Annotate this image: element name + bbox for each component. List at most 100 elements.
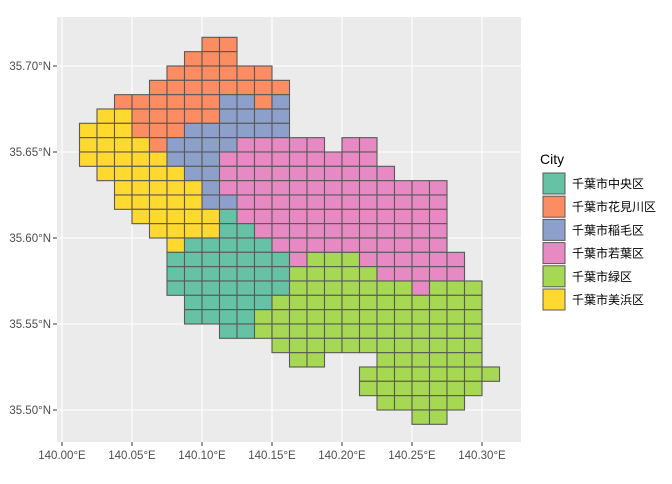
mesh-cell <box>428 194 448 210</box>
mesh-cell <box>253 180 273 196</box>
mesh-cell <box>131 94 151 110</box>
mesh-cell <box>183 137 203 153</box>
mesh-cell <box>341 208 361 225</box>
mesh-cell <box>428 337 448 354</box>
mesh-cell <box>218 165 238 182</box>
legend-key <box>542 265 566 288</box>
mesh-cell <box>183 79 203 96</box>
mesh-cell <box>201 137 221 153</box>
mesh-cell <box>218 194 238 210</box>
mesh-cell <box>428 294 448 311</box>
mesh-cell <box>271 237 291 253</box>
mesh-cell <box>218 122 238 139</box>
mesh-cell <box>166 237 186 253</box>
mesh-cell <box>288 194 308 210</box>
mesh-cell <box>411 294 431 311</box>
legend-key <box>542 195 566 218</box>
mesh-cell <box>288 251 308 268</box>
mesh-cell <box>201 108 221 124</box>
mesh-cell <box>113 137 133 153</box>
mesh-cell <box>428 323 448 339</box>
mesh-cell <box>253 108 273 124</box>
mesh-cell <box>253 122 273 139</box>
mesh-cell <box>306 137 326 153</box>
mesh-cell <box>148 151 168 167</box>
mesh-cell <box>376 366 396 382</box>
mesh-cell <box>446 266 466 282</box>
mesh-cell <box>236 237 256 253</box>
mesh-cell <box>271 280 291 296</box>
mesh-cell <box>428 208 448 225</box>
mesh-cell <box>323 280 343 296</box>
mesh-cell <box>376 380 396 397</box>
mesh-cell <box>271 251 291 268</box>
mesh-cell <box>306 323 326 339</box>
mesh-cell <box>236 79 256 96</box>
mesh-cell <box>218 79 238 96</box>
mesh-cell <box>271 137 291 153</box>
mesh-cell <box>253 223 273 239</box>
mesh-cell <box>183 122 203 139</box>
mesh-cell <box>411 223 431 239</box>
mesh-cell <box>358 165 378 182</box>
mesh-cell <box>358 309 378 325</box>
mesh-cell <box>166 65 186 81</box>
mesh-cell <box>166 208 186 225</box>
mesh-cell <box>306 223 326 239</box>
mesh-cell <box>376 280 396 296</box>
mesh-cell <box>411 266 431 282</box>
mesh-cell <box>428 352 448 368</box>
mesh-cell <box>166 165 186 182</box>
mesh-cell <box>131 137 151 153</box>
mesh-cell <box>218 36 238 53</box>
mesh-cell <box>148 137 168 153</box>
legend-label: 千葉市中央区 <box>572 176 644 191</box>
legend-key <box>542 242 566 265</box>
mesh-cell <box>201 237 221 253</box>
mesh-cell <box>218 180 238 196</box>
mesh-cell <box>341 323 361 339</box>
mesh-cell <box>376 294 396 311</box>
mesh-cell <box>393 352 413 368</box>
legend-label: 千葉市若葉区 <box>572 246 644 261</box>
mesh-cell <box>306 266 326 282</box>
mesh-cell <box>253 251 273 268</box>
mesh-cell <box>271 165 291 182</box>
mesh-cell <box>323 180 343 196</box>
mesh-cell <box>113 180 133 196</box>
mesh-cell <box>411 194 431 210</box>
mesh-cell <box>341 251 361 268</box>
mesh-cell <box>113 94 133 110</box>
mesh-cell <box>463 337 483 354</box>
mesh-cell <box>288 280 308 296</box>
legend: City 千葉市中央区千葉市花見川区千葉市稲毛区千葉市若葉区千葉市緑区千葉市美浜… <box>540 151 656 311</box>
mesh-cell <box>253 266 273 282</box>
mesh-cell <box>323 337 343 354</box>
mesh-cell <box>288 208 308 225</box>
mesh-cell <box>306 352 326 368</box>
mesh-cell <box>288 165 308 182</box>
legend-title: City <box>540 151 564 167</box>
mesh-cell <box>201 165 221 182</box>
mesh-cell <box>96 122 116 139</box>
mesh-cell <box>166 108 186 124</box>
mesh-cell <box>253 294 273 311</box>
mesh-cell <box>218 237 238 253</box>
mesh-cell <box>341 237 361 253</box>
mesh-cell <box>358 137 378 153</box>
mesh-cell <box>358 323 378 339</box>
mesh-cell <box>446 280 466 296</box>
mesh-cell <box>271 309 291 325</box>
mesh-cell <box>306 251 326 268</box>
mesh-cell <box>166 223 186 239</box>
mesh-cell <box>201 65 221 81</box>
mesh-cell <box>463 352 483 368</box>
mesh-cell <box>288 266 308 282</box>
mesh-cell <box>236 180 256 196</box>
mesh-cell <box>393 280 413 296</box>
mesh-cell <box>96 108 116 124</box>
mesh-cell <box>358 366 378 382</box>
x-tick-label: 140.25°E <box>388 450 436 462</box>
mesh-cell <box>393 180 413 196</box>
mesh-cell <box>358 266 378 282</box>
